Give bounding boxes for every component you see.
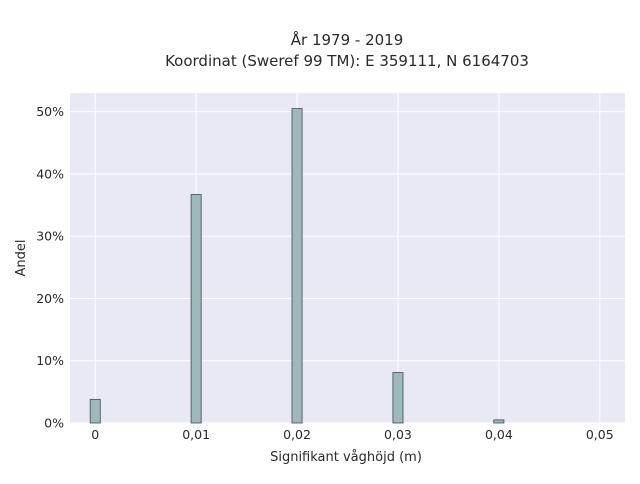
- x-axis-label: Signifikant våghöjd (m): [270, 450, 422, 465]
- x-tick-label: 0,01: [182, 427, 210, 442]
- bars: [89, 108, 505, 424]
- y-axis-label: Andel: [14, 240, 29, 277]
- x-tick-label: 0,02: [283, 427, 311, 442]
- x-tick-label: 0,03: [384, 427, 412, 442]
- y-tick-label: 30%: [36, 229, 64, 244]
- x-tick-labels: 0 0,01 0,02 0,03 0,04 0,05: [91, 427, 613, 442]
- chart-subtitle: Koordinat (Sweref 99 TM): E 359111, N 61…: [165, 52, 529, 70]
- histogram-bar: [190, 194, 202, 424]
- histogram-bar: [392, 372, 404, 424]
- x-tick-label: 0: [91, 427, 99, 442]
- histogram-bar: [493, 419, 505, 424]
- chart-title: År 1979 - 2019: [291, 30, 404, 49]
- y-tick-label: 10%: [36, 353, 64, 368]
- y-tick-label: 20%: [36, 291, 64, 306]
- histogram-bar: [291, 108, 303, 424]
- y-tick-label: 50%: [36, 104, 64, 119]
- y-tick-label: 0%: [44, 416, 64, 431]
- plot-area: [70, 93, 625, 423]
- y-tick-labels: 0% 10% 20% 30% 40% 50%: [36, 104, 64, 430]
- x-tick-label: 0,05: [586, 427, 614, 442]
- y-tick-label: 40%: [36, 166, 64, 181]
- x-tick-label: 0,04: [485, 427, 513, 442]
- histogram-bar: [89, 398, 101, 424]
